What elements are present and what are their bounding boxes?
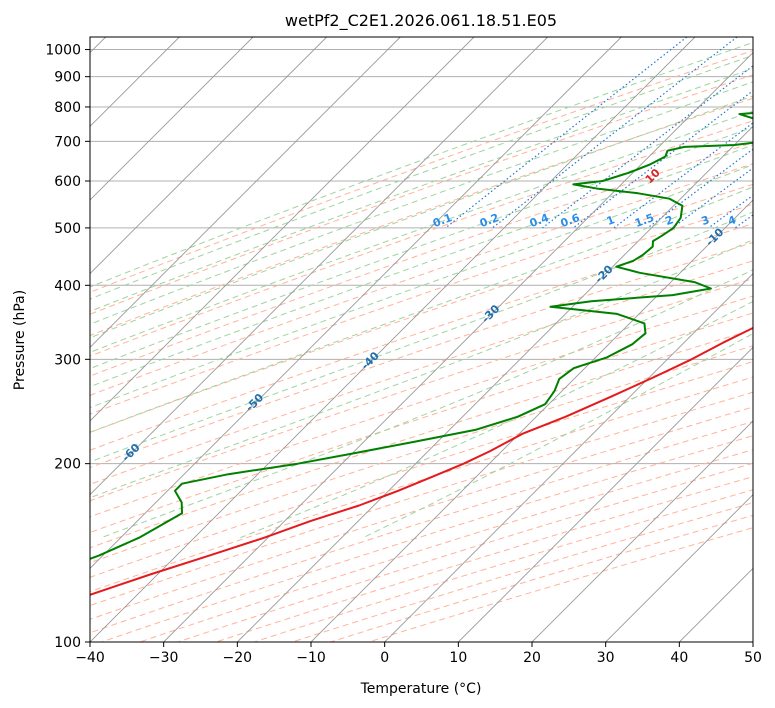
x-tick-label: 30 bbox=[597, 650, 615, 666]
x-tick-label: −30 bbox=[149, 650, 179, 666]
dry-adiabat-line bbox=[90, 312, 753, 533]
y-tick-label: 200 bbox=[54, 457, 81, 473]
y-tick-label: 300 bbox=[54, 352, 81, 368]
x-tick-label: −10 bbox=[296, 650, 326, 666]
dry-adiabat-line bbox=[90, 50, 753, 293]
plot-area bbox=[90, 37, 753, 642]
isotherm-line bbox=[90, 37, 622, 569]
isotherm-line bbox=[310, 199, 753, 642]
moist-adiabat-line bbox=[90, 239, 753, 499]
mixing-ratio-label: 1.5 bbox=[633, 211, 656, 230]
mixing-ratio-label: 0.4 bbox=[528, 211, 551, 230]
mixing-ratio-label: 0.1 bbox=[431, 211, 454, 230]
dry-adiabat-line bbox=[90, 278, 753, 502]
moist-adiabat-line bbox=[362, 332, 753, 539]
x-axis-title: Temperature (°C) bbox=[360, 681, 482, 697]
dewpoint-trace bbox=[90, 111, 753, 560]
moist-adiabat-line bbox=[90, 54, 753, 300]
isotherm-line bbox=[90, 37, 327, 275]
moist-adiabat-line bbox=[90, 144, 753, 388]
dry-adiabat-line bbox=[90, 223, 753, 451]
mixing-ratio-line bbox=[672, 167, 753, 229]
mixing-ratio-label: 2 bbox=[663, 213, 675, 228]
y-tick-label: 100 bbox=[54, 635, 81, 651]
dry-adiabat-line bbox=[90, 142, 753, 377]
mixing-ratio-label: 0.6 bbox=[559, 211, 582, 230]
isotherm-line bbox=[237, 125, 753, 642]
y-tick-label: 900 bbox=[54, 70, 81, 86]
isotherm-line bbox=[458, 346, 753, 642]
dry-adiabat-line bbox=[90, 183, 753, 415]
mixing-ratio-label: 4 bbox=[726, 213, 738, 228]
mixing-ratio-line bbox=[542, 65, 753, 229]
isotherm-line bbox=[531, 420, 753, 642]
isotherm-line bbox=[90, 37, 696, 642]
mixing-ratio-line bbox=[572, 89, 753, 229]
x-axis-ticks: −40 −30 −20 −10 0 10 20 30 40 50 bbox=[75, 642, 762, 666]
x-tick-label: 40 bbox=[670, 650, 688, 666]
dry-adiabat-line bbox=[90, 163, 753, 396]
mixing-ratio-label: 1 bbox=[605, 213, 617, 228]
profile-traces bbox=[90, 111, 753, 596]
x-tick-label: 20 bbox=[523, 650, 541, 666]
y-tick-label: 400 bbox=[54, 278, 81, 294]
y-axis-ticks: 100 200 300 400 500 600 700 800 900 1000 bbox=[45, 43, 90, 651]
x-tick-label: 50 bbox=[744, 650, 762, 666]
moist-adiabat-line bbox=[90, 211, 753, 463]
x-tick-label: −40 bbox=[75, 650, 105, 666]
y-tick-label: 500 bbox=[54, 221, 81, 237]
y-tick-label: 1000 bbox=[45, 43, 81, 59]
dry-adiabat-line bbox=[90, 391, 753, 607]
isotherm-line bbox=[90, 37, 401, 348]
mixing-ratio-label: 3 bbox=[700, 213, 712, 228]
temperature-trace bbox=[90, 326, 753, 596]
dry-adiabat-line bbox=[90, 329, 753, 549]
y-tick-label: 600 bbox=[54, 174, 81, 190]
isotherm-line bbox=[605, 494, 753, 642]
dry-adiabat-line bbox=[90, 74, 753, 315]
plot-frame bbox=[89, 36, 754, 643]
moist-adiabat-line bbox=[90, 67, 753, 312]
y-axis-title: Pressure (hPa) bbox=[12, 290, 28, 390]
isotherm-line bbox=[90, 37, 475, 422]
y-tick-label: 700 bbox=[54, 134, 81, 150]
x-tick-label: −20 bbox=[223, 650, 253, 666]
x-tick-label: 0 bbox=[380, 650, 389, 666]
isotherms bbox=[90, 37, 753, 642]
isotherm-line bbox=[90, 37, 254, 201]
isotherm-line bbox=[384, 273, 753, 642]
moist-adiabats bbox=[90, 41, 753, 539]
moist-adiabat-line bbox=[90, 81, 753, 325]
isotherm-line bbox=[90, 37, 548, 496]
y-tick-label: 800 bbox=[54, 100, 81, 116]
chart-title: wetPf2_C2E1.2026.061.18.51.E05 bbox=[285, 11, 557, 31]
dry-adiabat-line bbox=[90, 97, 753, 337]
mixing-ratio-label: 0.2 bbox=[478, 211, 501, 230]
x-tick-label: 10 bbox=[449, 650, 467, 666]
moist-adiabat-line bbox=[90, 110, 753, 353]
isotherm-line bbox=[163, 52, 753, 642]
moist-adiabat-line bbox=[90, 186, 753, 433]
moist-adiabat-line bbox=[90, 164, 753, 409]
